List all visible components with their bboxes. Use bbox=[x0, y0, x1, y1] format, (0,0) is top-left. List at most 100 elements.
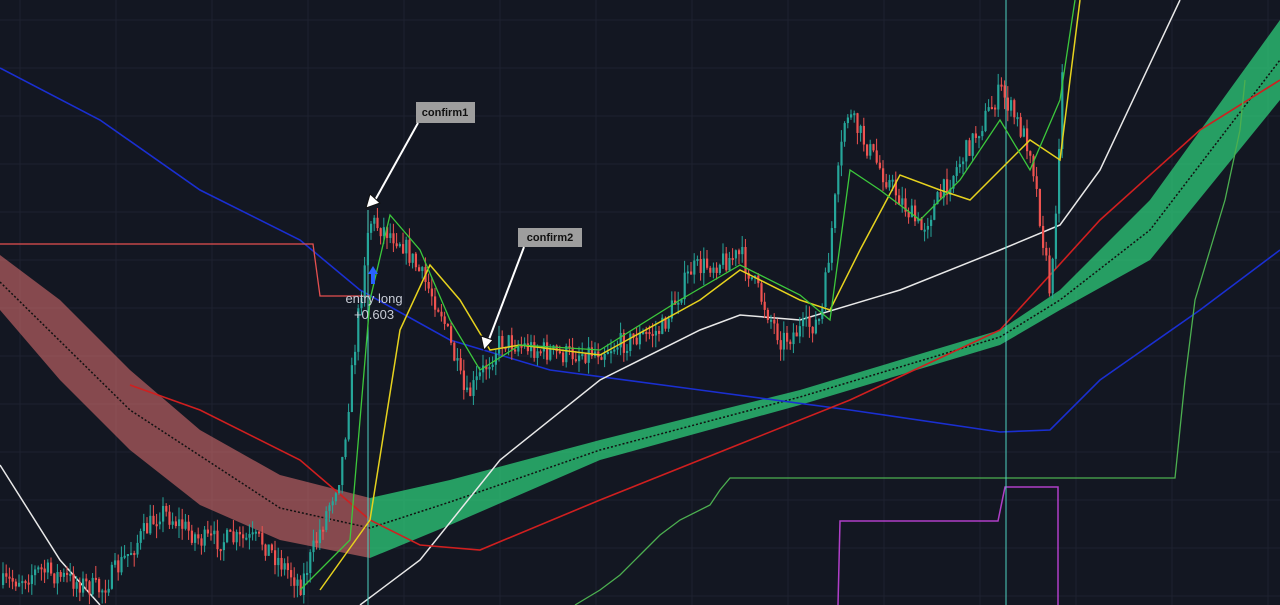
candle bbox=[830, 228, 833, 263]
label-box bbox=[518, 228, 582, 247]
candle bbox=[507, 335, 510, 349]
candle bbox=[1003, 85, 1006, 98]
candle bbox=[40, 567, 43, 570]
candle bbox=[184, 521, 187, 529]
candle bbox=[277, 557, 280, 566]
candle bbox=[942, 179, 945, 198]
candle bbox=[21, 581, 24, 584]
candle bbox=[715, 267, 718, 273]
candle bbox=[520, 345, 523, 348]
candle bbox=[962, 161, 965, 165]
candle bbox=[949, 188, 952, 195]
candle bbox=[5, 573, 8, 577]
candle bbox=[731, 258, 734, 261]
candle bbox=[766, 309, 769, 320]
candle bbox=[299, 579, 302, 596]
candle bbox=[443, 316, 446, 324]
candle bbox=[325, 511, 328, 530]
candle bbox=[952, 175, 955, 189]
candle bbox=[997, 84, 1000, 110]
candle bbox=[200, 538, 203, 546]
candle bbox=[254, 531, 257, 534]
candle bbox=[331, 501, 334, 506]
candle bbox=[571, 347, 574, 360]
candle bbox=[1054, 213, 1057, 259]
candle bbox=[696, 259, 699, 262]
candle bbox=[987, 107, 990, 111]
candle bbox=[533, 342, 536, 358]
step-red bbox=[0, 243, 370, 297]
candle bbox=[1038, 188, 1041, 226]
candle bbox=[789, 341, 792, 345]
candle bbox=[290, 570, 293, 578]
candle bbox=[866, 144, 869, 156]
candle bbox=[782, 332, 785, 350]
candle bbox=[251, 532, 254, 535]
candle bbox=[206, 529, 209, 534]
candle bbox=[456, 358, 459, 361]
arrow-head bbox=[365, 193, 381, 209]
candle bbox=[936, 192, 939, 205]
candle bbox=[392, 233, 395, 244]
candle bbox=[760, 283, 763, 302]
entry-pnl: +0.603 bbox=[354, 307, 394, 322]
candle bbox=[421, 267, 424, 272]
candle bbox=[274, 550, 277, 566]
candle bbox=[370, 223, 373, 233]
candle bbox=[341, 457, 344, 486]
candle bbox=[334, 493, 337, 502]
candle bbox=[875, 150, 878, 163]
candle bbox=[267, 544, 270, 556]
candle bbox=[632, 333, 635, 338]
candle bbox=[14, 581, 17, 587]
candle bbox=[181, 519, 184, 529]
candle bbox=[539, 351, 542, 354]
candle bbox=[203, 529, 206, 546]
candle bbox=[174, 521, 177, 527]
candle bbox=[699, 259, 702, 274]
candles bbox=[2, 64, 1064, 605]
candle bbox=[574, 359, 577, 362]
candle bbox=[709, 267, 712, 273]
candle bbox=[165, 505, 168, 512]
candle bbox=[965, 140, 968, 162]
candle bbox=[514, 349, 517, 352]
candle bbox=[843, 123, 846, 142]
candle bbox=[437, 309, 440, 312]
candle bbox=[37, 567, 40, 570]
candle bbox=[741, 247, 744, 255]
candle bbox=[878, 162, 881, 169]
candle bbox=[658, 330, 661, 334]
candle bbox=[43, 568, 46, 573]
candle bbox=[648, 332, 651, 335]
candle bbox=[645, 331, 648, 334]
candle bbox=[482, 365, 485, 373]
candle bbox=[56, 572, 59, 584]
candle bbox=[907, 211, 910, 218]
candle bbox=[1048, 255, 1051, 294]
candle bbox=[248, 534, 251, 538]
candle bbox=[971, 133, 974, 156]
candle bbox=[30, 575, 33, 584]
candle bbox=[190, 530, 193, 543]
candle bbox=[603, 353, 606, 360]
candle bbox=[923, 229, 926, 232]
candle bbox=[510, 335, 513, 350]
candle bbox=[168, 511, 171, 525]
candle bbox=[725, 253, 728, 271]
candle bbox=[453, 342, 456, 361]
candle bbox=[491, 364, 494, 367]
candle bbox=[235, 531, 238, 543]
candle bbox=[853, 113, 856, 116]
candle bbox=[117, 560, 120, 573]
candle bbox=[69, 573, 72, 576]
pink-band bbox=[0, 255, 370, 558]
candle bbox=[427, 281, 430, 289]
label: confirm2 bbox=[527, 232, 573, 244]
candle bbox=[24, 581, 27, 584]
candle bbox=[72, 573, 75, 589]
candle bbox=[94, 577, 97, 580]
candle bbox=[773, 319, 776, 324]
